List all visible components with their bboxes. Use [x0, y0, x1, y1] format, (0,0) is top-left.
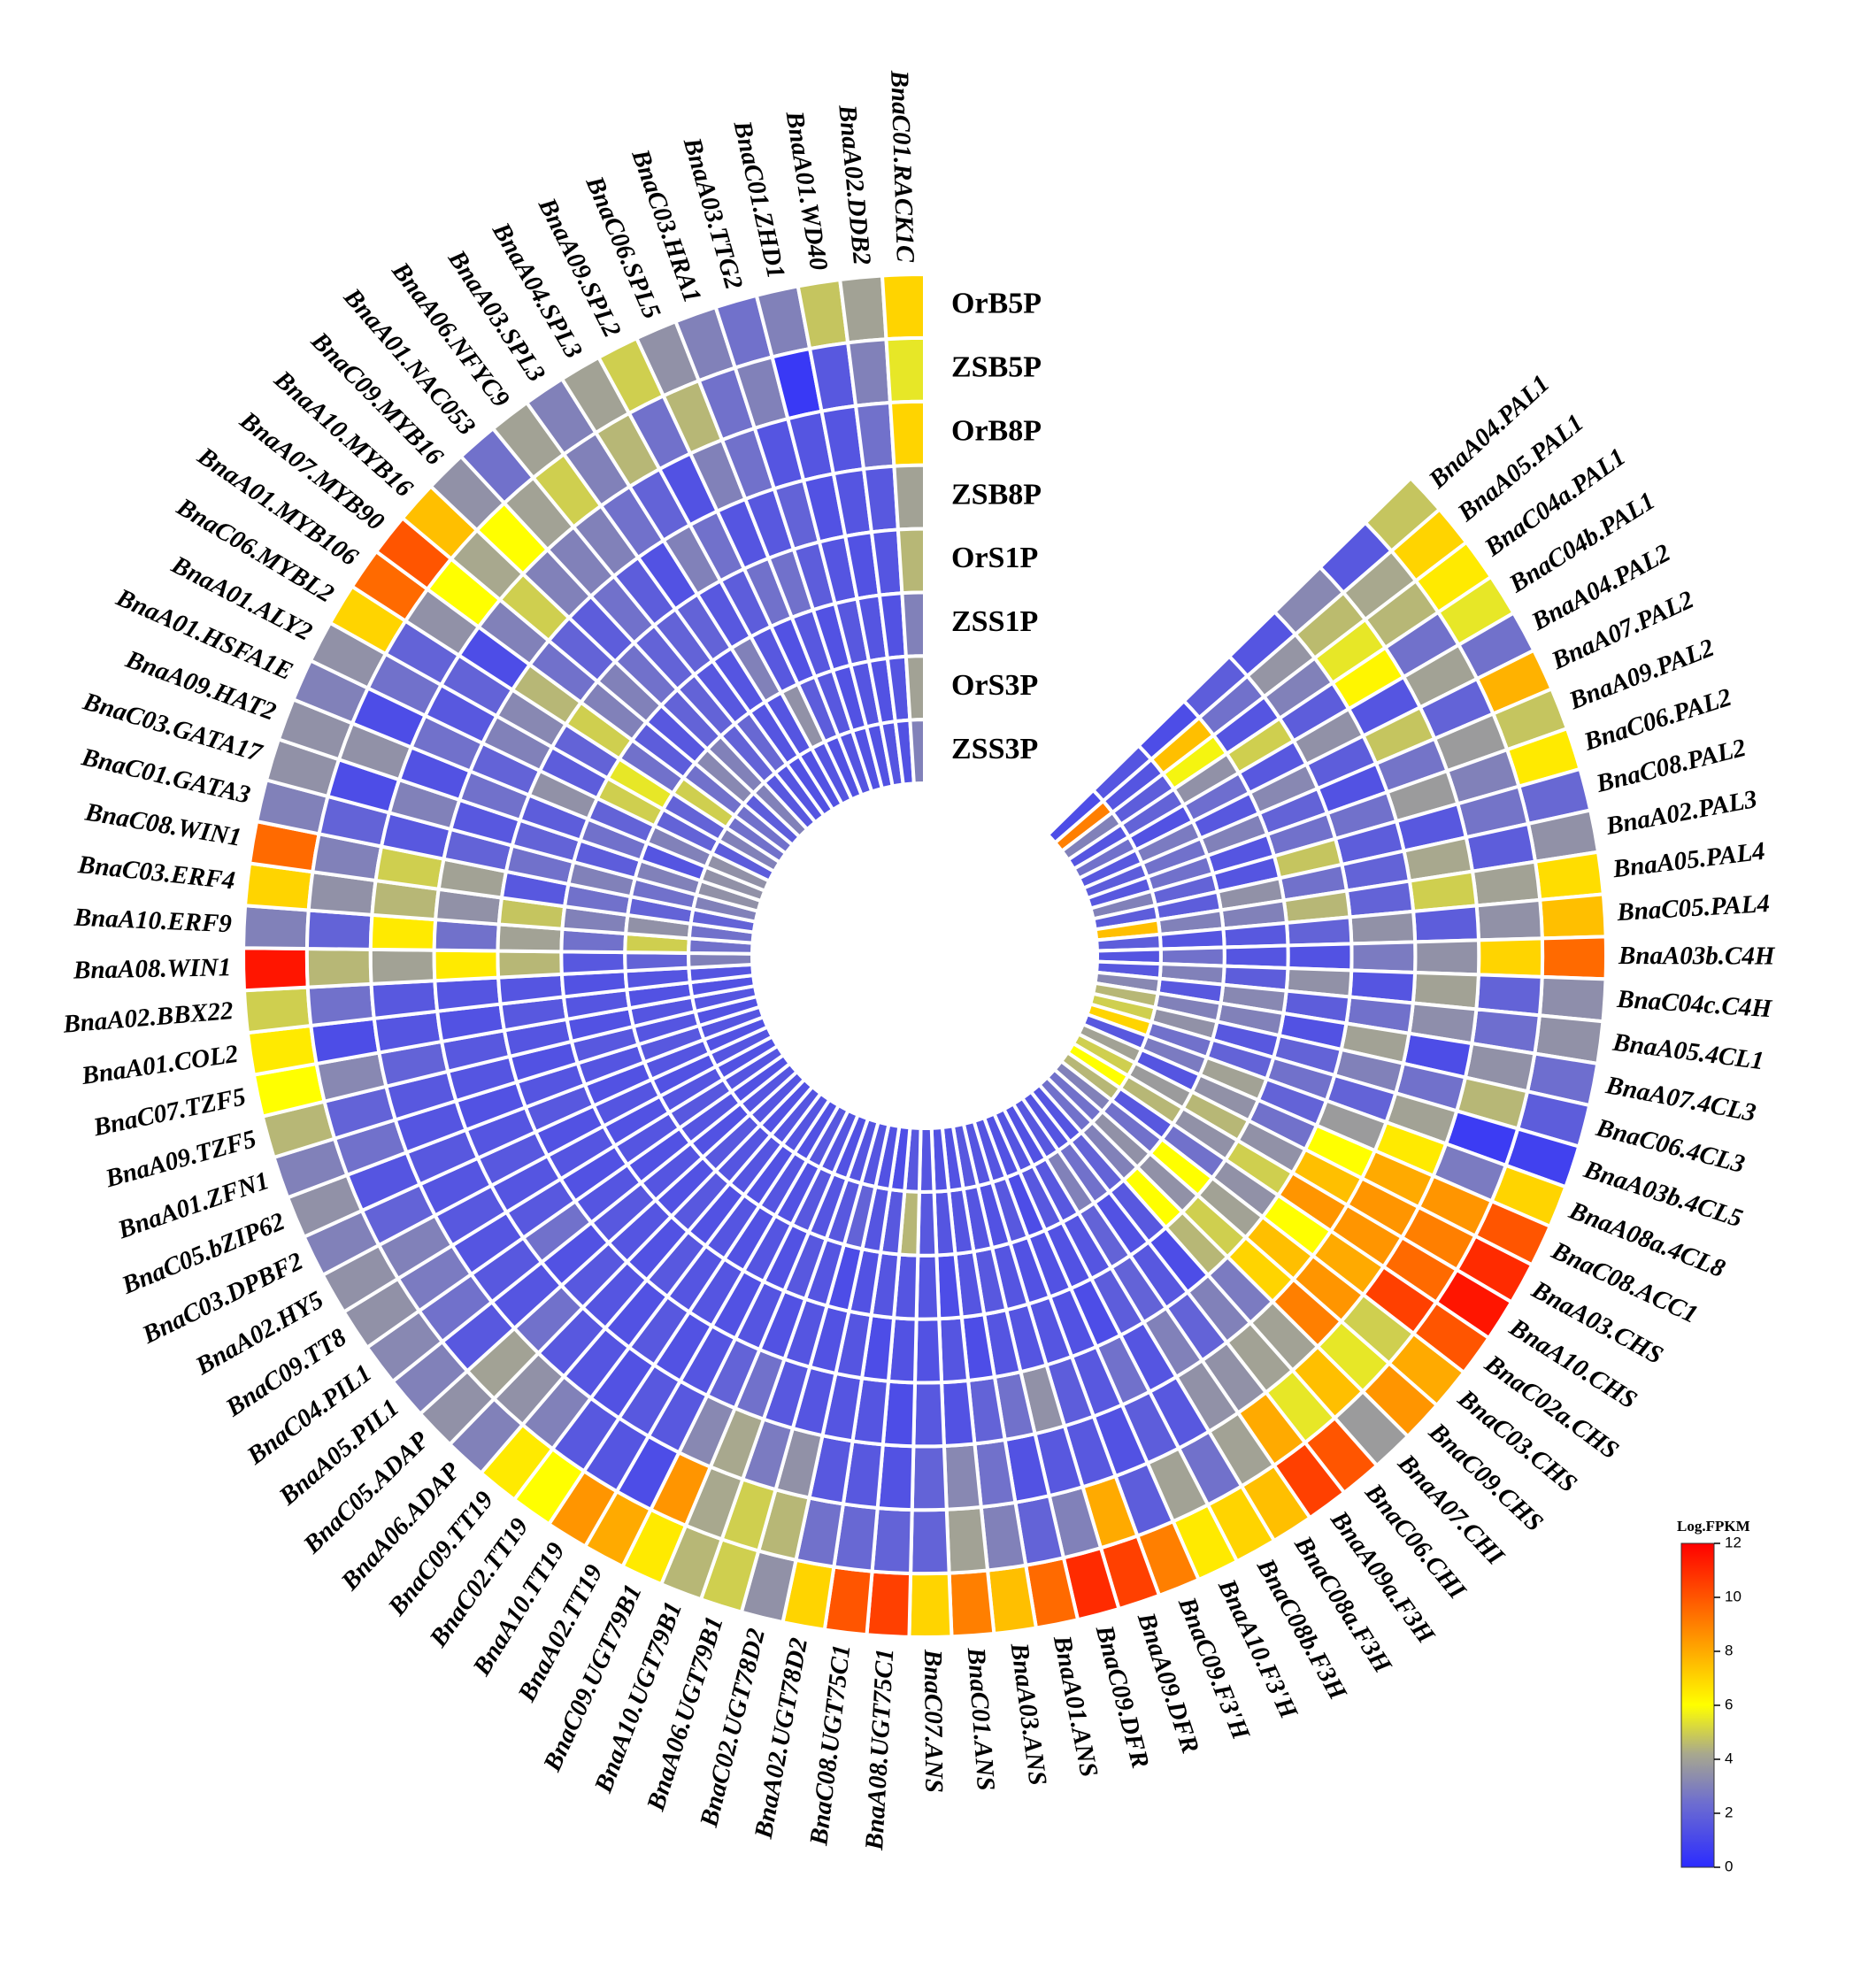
gene-label: BnaA01.COL2 — [79, 1040, 240, 1090]
heatmap-cell — [1533, 850, 1606, 903]
heatmap-cell — [942, 1442, 983, 1512]
gene-label: BnaA03b.C4H — [1618, 942, 1776, 971]
heatmap-cell — [1474, 897, 1544, 942]
heatmap-cell — [304, 908, 374, 951]
heatmap-cell — [1538, 892, 1608, 941]
heatmap-cell — [910, 1443, 949, 1512]
heatmap-cells — [242, 272, 1608, 1639]
heatmap-cell — [909, 1507, 951, 1576]
sample-label: ZSB5P — [951, 351, 1042, 384]
heatmap-cell — [837, 273, 888, 345]
heatmap-cell — [432, 948, 501, 983]
heatmap-cell — [1349, 940, 1418, 975]
gene-label: BnaA02.DDB2 — [833, 103, 876, 265]
heatmap-cell — [940, 1378, 977, 1449]
gene-label: BnaC08.WIN1 — [82, 797, 243, 851]
sample-label: OrB8P — [951, 414, 1042, 447]
heatmap-cell — [242, 904, 311, 951]
sample-label: OrS3P — [951, 669, 1038, 702]
heatmap-cell — [911, 1381, 947, 1449]
heatmap-cell — [496, 949, 565, 980]
heatmap-cell — [985, 1563, 1039, 1636]
heatmap-cell — [944, 1504, 990, 1575]
sample-labels: OrB5P ZSB5P OrB8P ZSB8P OrS1P ZSS1P OrS3P ZSS3P — [951, 288, 1042, 765]
heatmap-cell — [1411, 904, 1481, 944]
heatmap-cell — [242, 946, 310, 993]
sample-label: OrS1P — [951, 542, 1038, 574]
legend-tick-label: 10 — [1725, 1588, 1741, 1604]
heatmap-cell — [937, 1315, 971, 1385]
gene-label: BnaC03.ERF4 — [76, 850, 236, 896]
heatmap-cell — [305, 981, 376, 1028]
heatmap-cell — [853, 400, 896, 472]
sample-label: ZSB8P — [951, 478, 1042, 511]
gene-label: BnaA03.ANS — [1004, 1641, 1051, 1788]
heatmap-cell — [888, 399, 926, 468]
legend-tick-label: 12 — [1725, 1534, 1741, 1550]
heatmap-cell — [1476, 936, 1545, 979]
legend-tick-label: 0 — [1725, 1858, 1733, 1874]
heatmap-cell — [947, 1568, 996, 1639]
gene-label: BnaA01.WD40 — [780, 109, 833, 273]
gene-label: BnaA02.PAL3 — [1603, 785, 1759, 841]
gene-label: BnaA01.ANS — [1048, 1633, 1103, 1780]
heatmap-cell — [1286, 942, 1354, 973]
gene-label: BnaA10.ERF9 — [73, 904, 232, 939]
legend-tick-label: 6 — [1725, 1696, 1733, 1712]
heatmap-cell — [861, 464, 901, 535]
sample-label: ZSS1P — [951, 605, 1038, 638]
heatmap-cell — [907, 1571, 954, 1639]
heatmap-cell — [903, 654, 926, 722]
color-legend: Log.FPKM 0 2 4 6 8 10 12 — [1677, 1518, 1750, 1874]
sample-label: OrB5P — [951, 288, 1042, 320]
heatmap-cell — [623, 950, 691, 973]
heatmap-cell — [433, 975, 503, 1013]
heatmap-cell — [304, 947, 373, 989]
heatmap-cell — [900, 590, 926, 659]
gene-label: BnaA08.UGT75C1 — [860, 1648, 899, 1851]
gene-label: BnaA02.BBX22 — [61, 996, 234, 1039]
heatmap-cell — [896, 527, 926, 596]
heatmap-cell — [242, 985, 313, 1035]
gene-label: BnaA07.4CL3 — [1603, 1071, 1758, 1127]
heatmap-cell — [912, 1317, 944, 1385]
legend-tick-label: 8 — [1725, 1642, 1733, 1658]
sample-label: ZSS3P — [951, 733, 1038, 765]
heatmap-cell — [369, 979, 440, 1021]
heatmap-cell — [880, 272, 926, 342]
heatmap-cell — [1540, 935, 1608, 981]
legend-title: Log.FPKM — [1677, 1518, 1750, 1535]
heatmap-cell — [1412, 938, 1481, 977]
gene-label: BnaC07.ANS — [919, 1649, 948, 1793]
gene-label: BnaA05.4CL1 — [1611, 1028, 1765, 1076]
heatmap-cell — [368, 947, 437, 987]
gene-label: BnaC04c.C4H — [1615, 985, 1773, 1024]
heatmap-cell — [865, 1569, 913, 1639]
heatmap-cell — [914, 1253, 942, 1321]
legend-tick-label: 2 — [1725, 1804, 1733, 1820]
heatmap-cell — [884, 335, 926, 405]
gene-label: BnaC05.PAL4 — [1616, 889, 1771, 927]
gene-label: BnaC08.UGT75C1 — [804, 1643, 856, 1848]
legend-tick-label: 4 — [1725, 1750, 1733, 1766]
gene-label: BnaA05.PAL4 — [1611, 837, 1766, 884]
gene-label: BnaC01.RACK1C — [885, 69, 919, 263]
heatmap-cell — [908, 718, 926, 786]
legend-color-bar — [1680, 1542, 1715, 1868]
heatmap-cell — [1221, 920, 1290, 950]
heatmap-cell — [892, 463, 926, 532]
gene-label: BnaA08.WIN1 — [73, 953, 232, 985]
heatmap-cell — [559, 950, 627, 977]
heatmap-cell — [1348, 909, 1418, 946]
heatmap-cell — [1284, 915, 1354, 948]
gene-label: BnaC01.ANS — [962, 1646, 1000, 1792]
heatmap-cell — [845, 337, 893, 408]
